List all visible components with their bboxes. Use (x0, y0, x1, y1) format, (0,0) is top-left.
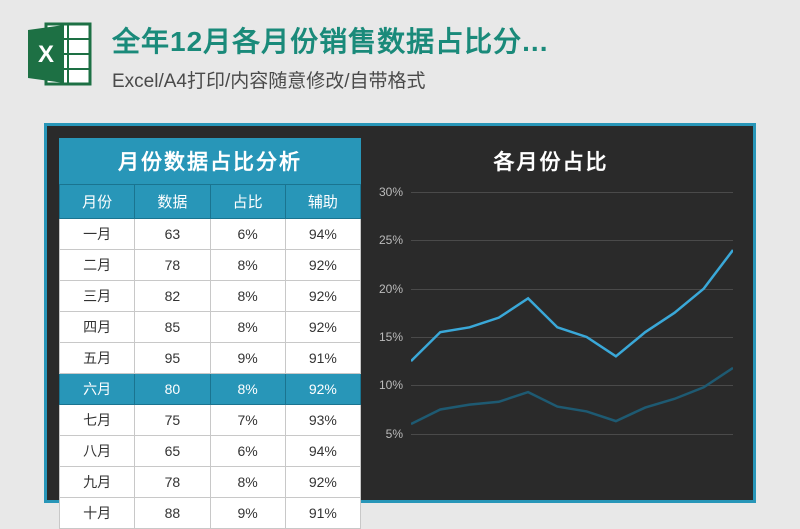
table-row[interactable]: 二月788%92% (60, 250, 361, 281)
cell-data: 75 (135, 405, 210, 436)
table-row[interactable]: 一月636%94% (60, 219, 361, 250)
cell-data: 85 (135, 312, 210, 343)
cell-data: 88 (135, 498, 210, 529)
cell-data: 82 (135, 281, 210, 312)
page-title: 全年12月各月份销售数据占比分... (112, 20, 776, 60)
cell-pct: 8% (210, 312, 285, 343)
page-subtitle: Excel/A4打印/内容随意修改/自带格式 (112, 66, 776, 93)
cell-month: 一月 (60, 219, 135, 250)
table-row[interactable]: 三月828%92% (60, 281, 361, 312)
cell-pct: 8% (210, 250, 285, 281)
cell-month: 八月 (60, 436, 135, 467)
table-row[interactable]: 四月858%92% (60, 312, 361, 343)
cell-aux: 92% (285, 281, 360, 312)
table-row[interactable]: 十月889%91% (60, 498, 361, 529)
cell-month: 九月 (60, 467, 135, 498)
y-tick-label: 5% (386, 427, 403, 441)
series-line2 (411, 368, 733, 424)
table-row[interactable]: 七月757%93% (60, 405, 361, 436)
cell-aux: 91% (285, 498, 360, 529)
y-tick-label: 20% (379, 282, 403, 296)
y-tick-label: 10% (379, 378, 403, 392)
cell-data: 78 (135, 250, 210, 281)
cell-aux: 91% (285, 343, 360, 374)
cell-data: 65 (135, 436, 210, 467)
table-header-row: 月份 数据 占比 辅助 (60, 185, 361, 219)
cell-aux: 92% (285, 250, 360, 281)
cell-data: 95 (135, 343, 210, 374)
cell-pct: 9% (210, 498, 285, 529)
cell-aux: 94% (285, 219, 360, 250)
cell-data: 63 (135, 219, 210, 250)
y-tick-label: 25% (379, 233, 403, 247)
y-tick-label: 15% (379, 330, 403, 344)
cell-pct: 9% (210, 343, 285, 374)
cell-pct: 6% (210, 219, 285, 250)
cell-month: 二月 (60, 250, 135, 281)
cell-pct: 8% (210, 281, 285, 312)
chart-area: 5%10%15%20%25%30% (411, 192, 733, 482)
svg-text:X: X (38, 41, 54, 68)
col-data: 数据 (135, 185, 210, 219)
cell-pct: 7% (210, 405, 285, 436)
content-panel: 月份数据占比分析 月份 数据 占比 辅助 一月636%94%二月788%92%三… (44, 123, 756, 503)
y-tick-label: 30% (379, 185, 403, 199)
cell-pct: 8% (210, 374, 285, 405)
col-aux: 辅助 (285, 185, 360, 219)
chart-section: 各月份占比 5%10%15%20%25%30% (369, 138, 741, 488)
cell-data: 80 (135, 374, 210, 405)
cell-month: 四月 (60, 312, 135, 343)
cell-month: 十月 (60, 498, 135, 529)
cell-month: 三月 (60, 281, 135, 312)
cell-month: 五月 (60, 343, 135, 374)
cell-aux: 94% (285, 436, 360, 467)
cell-pct: 6% (210, 436, 285, 467)
cell-aux: 92% (285, 467, 360, 498)
cell-month: 六月 (60, 374, 135, 405)
table-row[interactable]: 八月656%94% (60, 436, 361, 467)
col-month: 月份 (60, 185, 135, 219)
cell-aux: 92% (285, 374, 360, 405)
table-row[interactable]: 五月959%91% (60, 343, 361, 374)
cell-month: 七月 (60, 405, 135, 436)
table-title: 月份数据占比分析 (59, 138, 361, 184)
cell-data: 78 (135, 467, 210, 498)
table-row[interactable]: 九月788%92% (60, 467, 361, 498)
y-axis: 5%10%15%20%25%30% (369, 192, 407, 482)
table-row[interactable]: 六月808%92% (60, 374, 361, 405)
series-line1 (411, 250, 733, 361)
col-pct: 占比 (210, 185, 285, 219)
header-text: 全年12月各月份销售数据占比分... Excel/A4打印/内容随意修改/自带格… (112, 20, 776, 93)
table-section: 月份数据占比分析 月份 数据 占比 辅助 一月636%94%二月788%92%三… (59, 138, 361, 488)
header: X 全年12月各月份销售数据占比分... Excel/A4打印/内容随意修改/自… (0, 0, 800, 105)
cell-pct: 8% (210, 467, 285, 498)
data-table: 月份 数据 占比 辅助 一月636%94%二月788%92%三月828%92%四… (59, 184, 361, 529)
chart-title: 各月份占比 (369, 146, 733, 176)
chart-lines (411, 192, 733, 482)
cell-aux: 92% (285, 312, 360, 343)
cell-aux: 93% (285, 405, 360, 436)
excel-icon: X (24, 18, 96, 95)
